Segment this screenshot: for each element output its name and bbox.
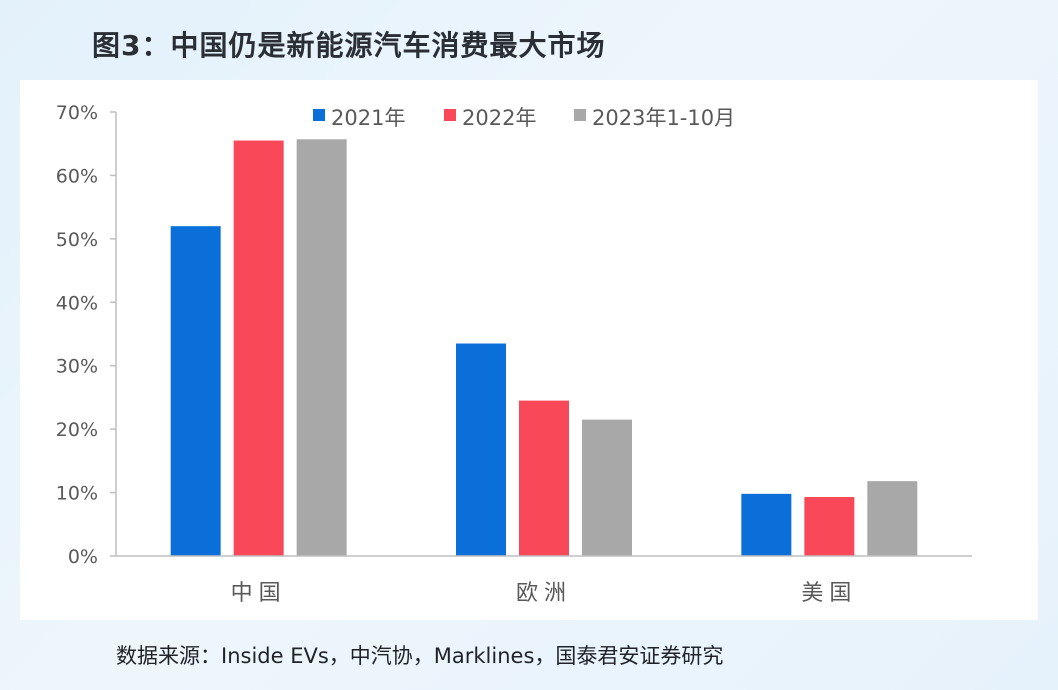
x-axis: 中国 欧洲 美国 [116, 555, 972, 606]
bar-2-2 [519, 400, 569, 556]
legend-label: 2023年1-10月 [592, 106, 735, 130]
legend-swatch [444, 109, 456, 121]
y-tick-label: 20% [56, 419, 98, 441]
y-tick-label: 70% [56, 102, 98, 124]
y-tick-label: 30% [56, 356, 98, 378]
legend: 2021年 2022年 2023年1-10月 [313, 106, 735, 130]
legend-swatch [574, 109, 586, 121]
legend-label: 2021年 [331, 106, 405, 130]
bar-1-3 [741, 493, 792, 556]
bars [170, 139, 918, 557]
y-axis: 0% 10% 20% 30% 40% 50% 60% 70% [56, 102, 117, 568]
chart-title: 图3：中国仍是新能源汽车消费最大市场 [92, 29, 606, 62]
bar-2-3 [804, 497, 855, 556]
y-tick-label: 40% [56, 292, 98, 314]
bar-1-2 [456, 343, 506, 556]
x-tick-label: 中国 [231, 581, 287, 606]
x-tick-label: 美国 [801, 581, 857, 606]
y-tick-label: 0% [68, 546, 98, 568]
data-source-note: 数据来源：Inside EVs，中汽协，Marklines，国泰君安证券研究 [116, 644, 724, 668]
x-tick-label: 欧洲 [516, 581, 572, 606]
bar-3-1 [296, 139, 347, 556]
bar-1-1 [170, 226, 221, 556]
bar-2-1 [233, 140, 284, 557]
legend-label: 2022年 [462, 106, 536, 130]
y-tick-label: 60% [56, 165, 98, 187]
y-tick-label: 50% [56, 229, 98, 251]
y-tick-label: 10% [56, 483, 98, 505]
bar-3-2 [582, 419, 632, 556]
bar-3-3 [867, 481, 918, 556]
legend-swatch [313, 109, 325, 121]
